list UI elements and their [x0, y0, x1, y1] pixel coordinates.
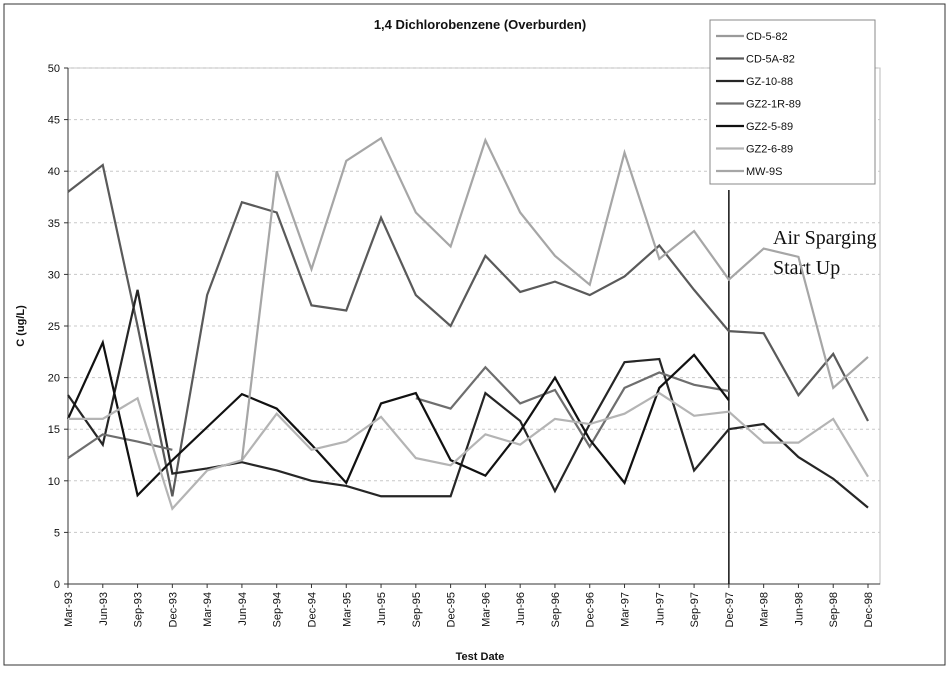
x-tick-label: Dec-94 — [306, 592, 318, 627]
legend-label: GZ2-5-89 — [746, 121, 793, 133]
chart-title: 1,4 Dichlorobenzene (Overburden) — [374, 17, 586, 32]
y-tick-label: 0 — [54, 579, 60, 591]
x-tick-label: Dec-97 — [724, 592, 736, 627]
x-tick-label: Dec-93 — [167, 592, 179, 627]
y-tick-label: 25 — [48, 321, 60, 333]
x-tick-label: Mar-94 — [202, 592, 214, 627]
x-tick-label: Jun-97 — [654, 592, 666, 626]
x-tick-label: Sep-94 — [272, 592, 284, 627]
legend-label: GZ2-6-89 — [746, 144, 793, 156]
y-tick-label: 35 — [48, 218, 60, 230]
x-axis-label: Test Date — [456, 651, 505, 663]
y-tick-label: 45 — [48, 115, 60, 127]
legend-box — [709, 19, 876, 185]
series-line — [68, 391, 869, 511]
y-tick-label: 10 — [48, 476, 60, 488]
series-line — [240, 136, 869, 461]
x-tick-label: Dec-96 — [585, 592, 597, 627]
y-axis-label: C (ug/L) — [15, 305, 27, 347]
annotation-text: Start Up — [773, 257, 840, 279]
x-tick-label: Jun-94 — [237, 592, 249, 626]
legend-label: CD-5A-82 — [746, 54, 795, 66]
legend-label: MW-9S — [746, 166, 782, 178]
x-tick-label: Jun-96 — [515, 592, 527, 626]
x-tick-label: Mar-98 — [759, 592, 771, 627]
y-tick-label: 40 — [48, 166, 60, 178]
y-tick-label: 20 — [48, 373, 60, 385]
series-line — [66, 339, 730, 498]
y-tick-label: 50 — [48, 63, 60, 75]
x-tick-label: Mar-93 — [63, 592, 75, 627]
series-line — [67, 163, 869, 497]
x-tick-label: Sep-93 — [133, 592, 145, 627]
x-tick-label: Sep-97 — [689, 592, 701, 627]
x-tick-label: Sep-98 — [828, 592, 840, 627]
x-tick-label: Sep-95 — [411, 592, 423, 627]
x-tick-label: Sep-96 — [550, 592, 562, 627]
legend-label: CD-5-82 — [746, 31, 788, 43]
x-tick-label: Mar-96 — [480, 592, 492, 627]
x-tick-label: Mar-97 — [620, 592, 632, 627]
series-line — [67, 365, 730, 460]
legend-label: GZ2-1R-89 — [746, 99, 801, 111]
x-tick-label: Dec-98 — [863, 592, 875, 627]
x-tick-label: Mar-95 — [341, 592, 353, 627]
x-tick-label: Jun-98 — [793, 592, 805, 626]
legend-label: GZ-10-88 — [746, 76, 793, 88]
y-tick-label: 15 — [48, 424, 60, 436]
y-tick-label: 30 — [48, 269, 60, 281]
x-tick-label: Dec-95 — [446, 592, 458, 627]
x-tick-label: Jun-95 — [376, 592, 388, 626]
series-line — [67, 289, 869, 509]
y-tick-label: 5 — [54, 527, 60, 539]
annotation-text: Air Sparging — [773, 227, 877, 249]
x-tick-label: Jun-93 — [98, 592, 110, 626]
